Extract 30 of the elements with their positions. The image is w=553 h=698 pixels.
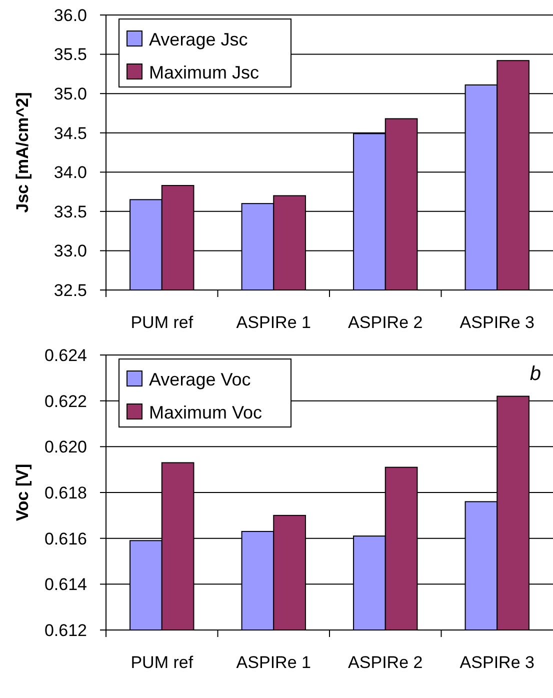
y-tick-label: 33.0 <box>54 242 87 261</box>
y-tick-label: 36.0 <box>54 6 87 25</box>
y-tick-label: 0.616 <box>44 529 87 548</box>
y-tick-label: 0.618 <box>44 483 87 502</box>
x-tick-label: ASPIRe 3 <box>460 313 534 332</box>
y-tick-label: 35.5 <box>54 45 87 64</box>
x-tick-label: ASPIRe 2 <box>348 313 423 332</box>
y-axis-title: Voc [V] <box>13 464 32 522</box>
x-tick-label: ASPIRe 1 <box>236 313 311 332</box>
y-tick-label: 33.5 <box>54 202 87 222</box>
legend-label: Maximum Jsc <box>149 62 260 82</box>
x-tick-label: PUM ref <box>130 653 194 672</box>
y-tick-label: 34.5 <box>54 124 87 143</box>
legend-label: Average Voc <box>149 369 251 390</box>
y-tick-label: 0.622 <box>44 392 87 411</box>
y-axis-title: Jsc [mA/cm^2] <box>13 92 32 213</box>
y-tick-label: 0.620 <box>44 438 87 457</box>
x-tick-label: ASPIRe 1 <box>236 653 311 672</box>
y-tick-label: 0.624 <box>44 346 87 365</box>
legend-label: Maximum Voc <box>149 402 262 422</box>
y-tick-label: 32.5 <box>54 280 87 300</box>
y-tick-label: 0.612 <box>44 620 87 640</box>
y-tick-label: 34.0 <box>54 163 87 182</box>
y-tick-label: 35.0 <box>54 84 87 104</box>
annotation: b <box>530 363 541 385</box>
y-tick-label: 0.614 <box>44 575 87 594</box>
x-tick-label: ASPIRe 3 <box>460 653 534 672</box>
legend-label: Average Jsc <box>149 29 248 50</box>
x-tick-label: ASPIRe 2 <box>348 653 423 672</box>
x-tick-label: PUM ref <box>130 313 194 332</box>
